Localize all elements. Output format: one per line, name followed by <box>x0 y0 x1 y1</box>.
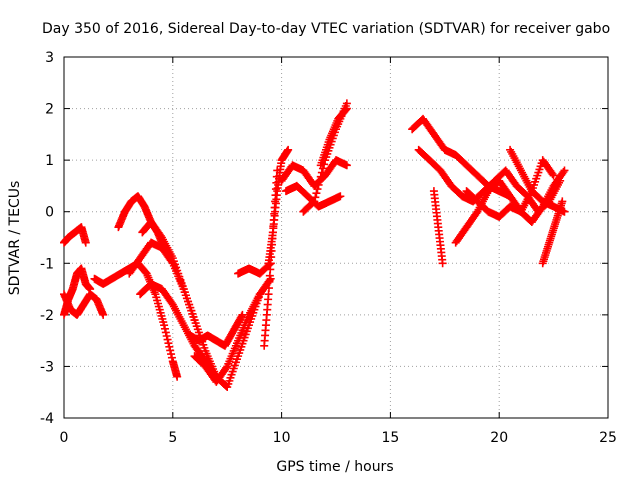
x-tick-label: 20 <box>490 430 508 446</box>
y-tick-label: -2 <box>40 308 54 324</box>
data-point <box>99 310 108 319</box>
x-tick-label: 5 <box>168 430 177 446</box>
data-point <box>315 176 324 185</box>
data-point <box>309 198 318 207</box>
data-point <box>162 332 171 341</box>
data-point <box>312 189 321 198</box>
y-axis: -4 -3 -2 -1 0 1 2 3 <box>40 50 608 427</box>
data-point <box>559 168 568 177</box>
series-s1 <box>60 223 90 247</box>
series-s9 <box>186 310 247 350</box>
data-point <box>164 339 173 348</box>
data-point <box>173 372 182 381</box>
y-tick-label: 0 <box>45 205 54 221</box>
y-tick-label: 1 <box>45 153 54 169</box>
y-tick-label: 2 <box>45 102 54 118</box>
series-s15 <box>281 181 345 211</box>
data-point <box>317 168 326 177</box>
data-point <box>311 193 320 202</box>
data-point <box>237 312 246 321</box>
data-point <box>549 171 558 180</box>
x-axis-label: GPS time / hours <box>276 459 393 475</box>
series-s24 <box>538 197 567 268</box>
series-s14 <box>277 156 351 190</box>
series-s8 <box>138 218 199 325</box>
data-point <box>167 350 176 359</box>
series-s17 <box>316 104 351 170</box>
data-point <box>314 180 323 189</box>
data-point <box>558 197 567 206</box>
data-point <box>560 166 569 175</box>
y-axis-label: SDTVAR / TECUs <box>7 181 23 296</box>
y-tick-label: -4 <box>40 411 54 427</box>
series-s10 <box>190 274 275 386</box>
data-points <box>60 99 569 392</box>
data-point <box>336 192 345 201</box>
data-point <box>161 328 170 337</box>
data-point <box>81 238 90 247</box>
y-tick-label: -3 <box>40 359 54 375</box>
data-point <box>284 145 293 154</box>
x-tick-label: 0 <box>60 430 69 446</box>
data-point <box>160 324 169 333</box>
x-tick-label: 15 <box>381 430 399 446</box>
data-point <box>342 161 351 170</box>
data-point <box>163 335 172 344</box>
data-point <box>438 259 447 268</box>
x-tick-label: 10 <box>273 430 291 446</box>
y-tick-label: 3 <box>45 50 54 66</box>
y-tick-label: -1 <box>40 256 54 272</box>
x-tick-label: 25 <box>599 430 617 446</box>
data-point <box>222 363 231 372</box>
data-point <box>165 342 174 351</box>
data-point <box>342 105 351 114</box>
data-point <box>160 321 169 330</box>
series-s20 <box>429 187 447 268</box>
data-point <box>310 197 319 206</box>
data-point <box>190 316 199 325</box>
data-point <box>316 172 325 181</box>
series-s3 <box>60 290 108 319</box>
data-point <box>167 353 176 362</box>
chart-title: Day 350 of 2016, Sidereal Day-to-day VTE… <box>42 21 610 37</box>
data-point <box>548 170 557 179</box>
series-s13 <box>264 145 293 268</box>
x-axis: 0 5 10 15 20 25 <box>60 57 617 446</box>
series-s18 <box>408 114 515 201</box>
data-point <box>313 185 322 194</box>
data-point <box>166 346 175 355</box>
data-point <box>342 104 351 113</box>
series-s22 <box>462 166 569 227</box>
